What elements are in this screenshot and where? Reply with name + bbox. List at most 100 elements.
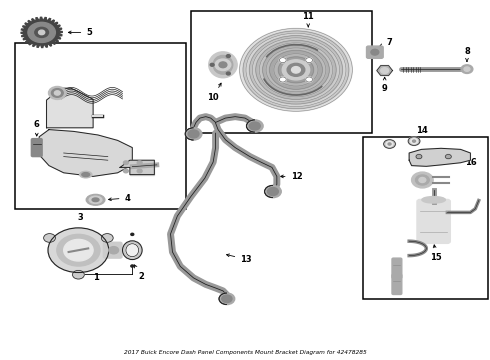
Circle shape xyxy=(57,234,100,266)
Circle shape xyxy=(408,137,420,145)
Circle shape xyxy=(137,161,142,165)
Ellipse shape xyxy=(126,244,139,257)
Circle shape xyxy=(388,143,391,145)
Circle shape xyxy=(51,89,63,97)
Ellipse shape xyxy=(422,197,445,203)
Circle shape xyxy=(131,265,134,267)
Bar xyxy=(363,137,488,299)
Circle shape xyxy=(265,185,281,198)
Text: 11: 11 xyxy=(302,12,314,27)
Circle shape xyxy=(49,86,66,99)
Circle shape xyxy=(381,68,389,73)
Polygon shape xyxy=(377,66,392,76)
Circle shape xyxy=(219,62,227,68)
Circle shape xyxy=(306,58,313,63)
Ellipse shape xyxy=(86,194,105,205)
Circle shape xyxy=(413,140,416,142)
Text: 3: 3 xyxy=(78,212,84,222)
Circle shape xyxy=(35,27,49,37)
Circle shape xyxy=(256,40,336,99)
Text: 4: 4 xyxy=(109,194,130,202)
Circle shape xyxy=(419,177,426,183)
Circle shape xyxy=(123,169,128,173)
Circle shape xyxy=(54,91,60,95)
Circle shape xyxy=(386,141,393,147)
FancyBboxPatch shape xyxy=(392,258,402,278)
Circle shape xyxy=(48,228,109,273)
Circle shape xyxy=(371,49,379,55)
Polygon shape xyxy=(47,88,93,128)
Text: 8: 8 xyxy=(464,46,470,61)
Text: 13: 13 xyxy=(226,254,252,264)
Circle shape xyxy=(292,67,300,73)
Circle shape xyxy=(226,55,230,58)
Ellipse shape xyxy=(92,198,99,202)
Text: 10: 10 xyxy=(207,83,221,102)
Text: 7: 7 xyxy=(380,38,392,47)
Circle shape xyxy=(226,72,230,75)
Text: 1: 1 xyxy=(93,274,98,282)
Circle shape xyxy=(412,172,433,188)
Circle shape xyxy=(268,188,278,195)
Circle shape xyxy=(279,58,286,63)
Circle shape xyxy=(240,28,352,111)
Circle shape xyxy=(39,30,45,35)
Circle shape xyxy=(28,22,55,42)
Text: 6: 6 xyxy=(34,120,40,136)
Polygon shape xyxy=(120,160,154,175)
FancyBboxPatch shape xyxy=(103,242,122,258)
Ellipse shape xyxy=(89,196,102,203)
Ellipse shape xyxy=(122,241,142,260)
Polygon shape xyxy=(39,130,132,176)
FancyBboxPatch shape xyxy=(367,46,383,58)
Circle shape xyxy=(416,154,422,159)
Text: 14: 14 xyxy=(416,126,428,135)
Circle shape xyxy=(109,247,119,254)
Circle shape xyxy=(246,33,346,107)
Circle shape xyxy=(270,50,322,89)
Circle shape xyxy=(249,36,343,104)
FancyBboxPatch shape xyxy=(392,274,402,294)
Circle shape xyxy=(222,295,232,302)
Circle shape xyxy=(411,139,417,144)
Circle shape xyxy=(464,67,470,71)
Text: 15: 15 xyxy=(430,245,442,262)
Circle shape xyxy=(249,122,260,130)
Circle shape xyxy=(219,293,235,305)
Circle shape xyxy=(210,63,214,66)
Circle shape xyxy=(246,120,263,132)
Ellipse shape xyxy=(79,171,92,178)
Circle shape xyxy=(278,57,314,83)
Circle shape xyxy=(416,175,429,185)
Circle shape xyxy=(259,43,333,97)
Bar xyxy=(15,43,186,209)
Text: 12: 12 xyxy=(281,172,302,181)
Circle shape xyxy=(287,63,305,76)
Text: 2017 Buick Encore Dash Panel Components Mount Bracket Diagram for 42478285: 2017 Buick Encore Dash Panel Components … xyxy=(123,350,367,355)
Circle shape xyxy=(306,77,313,82)
Circle shape xyxy=(131,233,134,235)
Circle shape xyxy=(243,31,349,109)
Circle shape xyxy=(188,130,199,138)
Polygon shape xyxy=(409,148,470,166)
Circle shape xyxy=(123,161,128,165)
Circle shape xyxy=(185,128,202,140)
Circle shape xyxy=(445,154,451,159)
Circle shape xyxy=(252,38,340,102)
Circle shape xyxy=(73,270,84,279)
Circle shape xyxy=(44,234,55,242)
Text: 2: 2 xyxy=(134,265,144,281)
Text: 5: 5 xyxy=(69,28,92,37)
Circle shape xyxy=(282,60,310,80)
Bar xyxy=(191,11,372,133)
Polygon shape xyxy=(21,17,62,48)
FancyBboxPatch shape xyxy=(31,139,42,157)
Ellipse shape xyxy=(82,173,90,177)
Circle shape xyxy=(279,77,286,82)
Circle shape xyxy=(461,65,473,73)
Circle shape xyxy=(266,48,326,92)
Ellipse shape xyxy=(213,55,233,74)
Circle shape xyxy=(263,45,329,94)
Circle shape xyxy=(215,59,231,71)
Text: 9: 9 xyxy=(382,77,388,93)
